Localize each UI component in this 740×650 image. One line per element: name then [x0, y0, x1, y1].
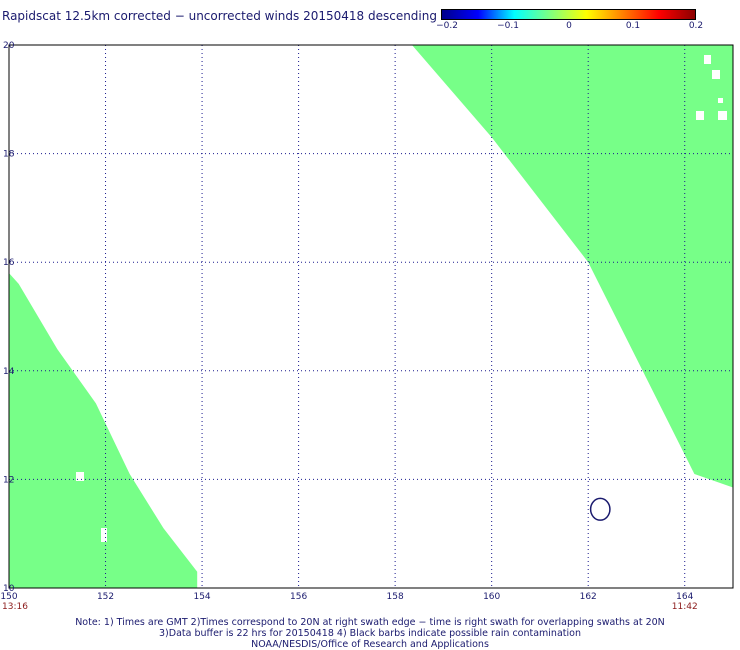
colorbar-tick-label: 0	[566, 21, 572, 31]
colorbar-tick-label: 0.2	[688, 21, 704, 31]
colorbar-tick-label: 0.1	[625, 21, 641, 31]
left-swath	[9, 273, 198, 588]
swath-gap	[718, 111, 727, 120]
small-loop	[589, 497, 611, 521]
swath-gap	[101, 528, 107, 542]
swath-gap	[712, 70, 720, 79]
lon-tick-label: 160	[483, 592, 500, 602]
lat-tick-label: 20	[3, 41, 15, 51]
time-right-label: 11:42	[672, 602, 698, 612]
note-line-2: 3)Data buffer is 22 hrs for 20150418 4) …	[159, 628, 581, 639]
lon-tick-label: 158	[387, 592, 404, 602]
right-swath	[412, 45, 733, 488]
lon-tick-label: 154	[193, 592, 210, 602]
swath-gap	[696, 111, 704, 120]
plot-title: Rapidscat 12.5km corrected − uncorrected…	[2, 9, 437, 23]
swath-gap	[76, 472, 84, 481]
map-frame	[8, 44, 734, 589]
lat-tick-label: 10	[3, 584, 15, 594]
contour-layer	[589, 497, 611, 521]
swath-gap	[718, 98, 723, 103]
lon-tick-label: 164	[676, 592, 693, 602]
swath-gap	[704, 55, 711, 64]
lon-tick-label: 156	[290, 592, 307, 602]
note-line-1: Note: 1) Times are GMT 2)Times correspon…	[75, 617, 665, 628]
lat-tick-label: 18	[3, 150, 15, 160]
lat-tick-label: 16	[3, 258, 15, 268]
note-line-3: NOAA/NESDIS/Office of Research and Appli…	[251, 639, 489, 650]
swath-gap-layer	[76, 55, 727, 542]
swath-layer	[9, 45, 733, 588]
lon-tick-label: 162	[580, 592, 597, 602]
time-left-label: 13:16	[2, 602, 28, 612]
lat-tick-label: 14	[3, 367, 15, 377]
lat-tick-label: 12	[3, 475, 14, 485]
axis-labels: 150 152 154 156 158 160 162 164 10 12 14 16 18 20 13:1…	[0, 41, 697, 612]
lon-tick-label: 152	[97, 592, 114, 602]
colorbar-tick-label: −0.1	[497, 21, 519, 31]
lon-tick-label: 150	[0, 592, 17, 602]
colorbar	[441, 9, 696, 20]
colorbar-tick-label: −0.2	[436, 21, 458, 31]
